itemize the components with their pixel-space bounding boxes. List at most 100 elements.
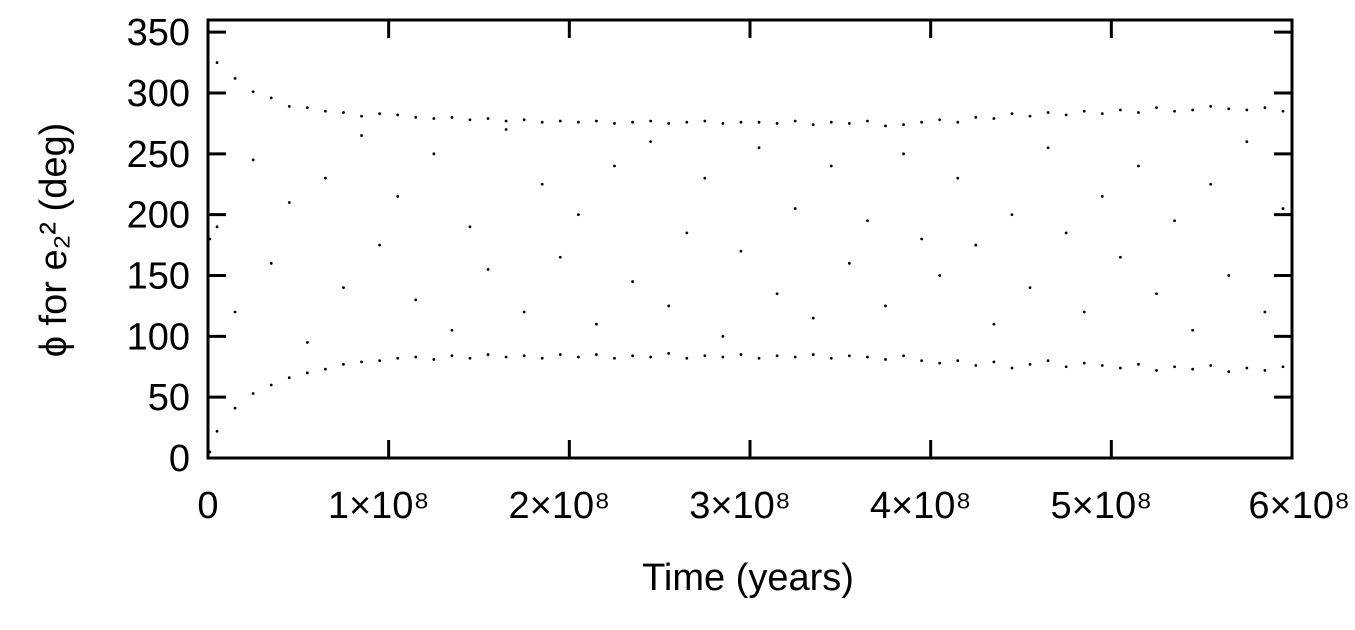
point xyxy=(938,274,942,277)
point xyxy=(305,341,309,344)
point xyxy=(1118,366,1122,370)
point xyxy=(847,122,851,125)
point xyxy=(847,354,851,358)
y-tick-label: 100 xyxy=(127,316,190,358)
point xyxy=(811,123,815,127)
y-tick-label: 200 xyxy=(127,195,190,237)
x-tick-label: 3×10⁸ xyxy=(689,485,791,527)
point xyxy=(432,117,436,120)
point xyxy=(1137,362,1140,366)
point xyxy=(829,120,833,124)
x-tick-label: 2×10⁸ xyxy=(509,485,611,527)
point xyxy=(215,429,219,433)
point xyxy=(1281,207,1285,210)
point xyxy=(757,120,761,124)
point xyxy=(342,111,345,114)
point xyxy=(974,243,978,247)
point xyxy=(1209,182,1213,186)
point xyxy=(378,359,382,363)
point xyxy=(1010,366,1014,370)
point xyxy=(1100,112,1104,116)
point xyxy=(631,280,634,283)
point xyxy=(360,114,363,118)
point xyxy=(1046,146,1050,150)
point xyxy=(1173,219,1176,223)
point xyxy=(649,140,653,144)
point xyxy=(667,351,671,355)
point xyxy=(920,359,924,363)
point xyxy=(667,304,671,308)
point xyxy=(468,356,472,360)
point xyxy=(1010,213,1014,217)
point xyxy=(450,115,454,119)
point xyxy=(829,356,833,360)
point xyxy=(1263,369,1267,372)
point xyxy=(992,322,996,326)
point xyxy=(866,355,869,359)
point xyxy=(775,292,779,296)
point xyxy=(703,354,707,358)
point xyxy=(486,353,490,356)
point xyxy=(468,118,472,122)
point xyxy=(631,354,634,358)
point xyxy=(251,158,255,162)
point xyxy=(414,298,418,302)
point xyxy=(902,354,905,358)
point xyxy=(305,106,309,109)
point xyxy=(757,356,761,360)
point xyxy=(739,353,743,356)
point xyxy=(1281,109,1285,113)
point xyxy=(396,195,400,198)
point xyxy=(1173,365,1176,369)
point xyxy=(721,334,725,338)
point xyxy=(1173,109,1176,113)
point xyxy=(811,316,815,320)
point xyxy=(558,119,562,123)
point xyxy=(1028,286,1032,290)
point xyxy=(210,30,214,34)
point xyxy=(1155,369,1158,372)
point xyxy=(1263,310,1267,314)
point xyxy=(208,237,212,241)
point xyxy=(1100,364,1104,367)
y-tick-label: 150 xyxy=(127,256,190,298)
point xyxy=(450,354,454,358)
point xyxy=(540,356,544,360)
point xyxy=(486,117,490,120)
point xyxy=(974,115,978,119)
point xyxy=(829,164,833,168)
point xyxy=(540,182,544,186)
point xyxy=(378,243,382,247)
point xyxy=(1281,365,1285,369)
point xyxy=(233,77,237,80)
point xyxy=(613,122,616,125)
point xyxy=(1137,111,1140,114)
point xyxy=(360,134,363,137)
x-tick-label: 4×10⁸ xyxy=(870,485,972,527)
point xyxy=(847,261,851,265)
point xyxy=(468,225,472,229)
point xyxy=(1100,195,1104,198)
point xyxy=(956,120,960,124)
point xyxy=(793,119,797,123)
point xyxy=(251,90,255,94)
point xyxy=(269,261,273,265)
point xyxy=(287,201,291,204)
point xyxy=(1010,112,1014,116)
point xyxy=(558,255,562,259)
point xyxy=(866,119,869,123)
point xyxy=(793,355,797,359)
point xyxy=(1028,114,1032,118)
point xyxy=(884,358,887,361)
point xyxy=(215,61,219,64)
point xyxy=(576,213,580,217)
point xyxy=(522,310,526,314)
point xyxy=(342,362,345,366)
point xyxy=(1082,109,1086,113)
point xyxy=(269,383,273,387)
point xyxy=(1191,108,1195,112)
point xyxy=(685,356,689,360)
point xyxy=(287,376,291,380)
point xyxy=(450,328,454,332)
